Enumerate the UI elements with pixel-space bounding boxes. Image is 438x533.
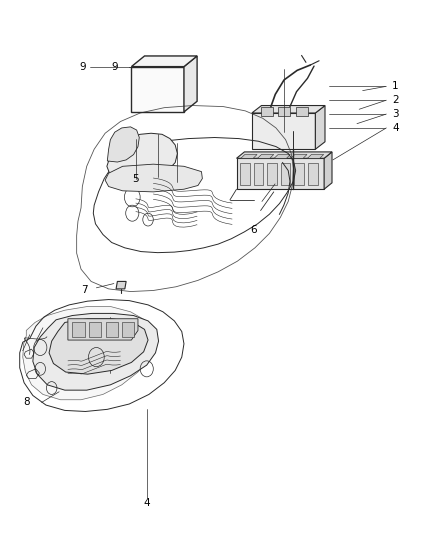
Polygon shape [281, 163, 290, 185]
Polygon shape [241, 155, 257, 158]
Text: 9: 9 [80, 62, 86, 71]
Polygon shape [184, 56, 197, 112]
Text: 1: 1 [392, 82, 399, 91]
Text: 3: 3 [392, 109, 399, 119]
Polygon shape [254, 163, 263, 185]
Polygon shape [116, 281, 126, 289]
Text: 2: 2 [392, 95, 399, 105]
Polygon shape [49, 319, 148, 374]
Polygon shape [68, 319, 138, 340]
Text: 4: 4 [143, 498, 150, 507]
Polygon shape [291, 155, 307, 158]
Text: 8: 8 [23, 398, 30, 407]
Polygon shape [72, 322, 85, 337]
Polygon shape [324, 152, 332, 189]
Polygon shape [294, 163, 304, 185]
Polygon shape [252, 113, 315, 149]
Polygon shape [105, 164, 202, 192]
Polygon shape [307, 155, 324, 158]
Text: 4: 4 [392, 123, 399, 133]
Polygon shape [267, 163, 277, 185]
Text: 5: 5 [132, 174, 139, 183]
Polygon shape [107, 133, 177, 181]
Polygon shape [89, 322, 101, 337]
Polygon shape [308, 163, 318, 185]
Polygon shape [240, 163, 250, 185]
Polygon shape [122, 322, 134, 337]
Polygon shape [237, 152, 332, 158]
Polygon shape [278, 107, 290, 116]
Polygon shape [33, 313, 159, 390]
Polygon shape [106, 322, 118, 337]
Polygon shape [296, 107, 308, 116]
Polygon shape [23, 306, 154, 400]
Polygon shape [107, 127, 139, 162]
Text: 9: 9 [112, 62, 118, 71]
Text: 7: 7 [81, 285, 88, 295]
Text: 6: 6 [251, 225, 258, 235]
Polygon shape [315, 106, 325, 149]
Polygon shape [237, 158, 324, 189]
Polygon shape [258, 155, 274, 158]
Polygon shape [131, 56, 197, 67]
Polygon shape [131, 67, 184, 112]
Polygon shape [274, 155, 290, 158]
Polygon shape [261, 107, 273, 116]
Polygon shape [252, 106, 325, 113]
